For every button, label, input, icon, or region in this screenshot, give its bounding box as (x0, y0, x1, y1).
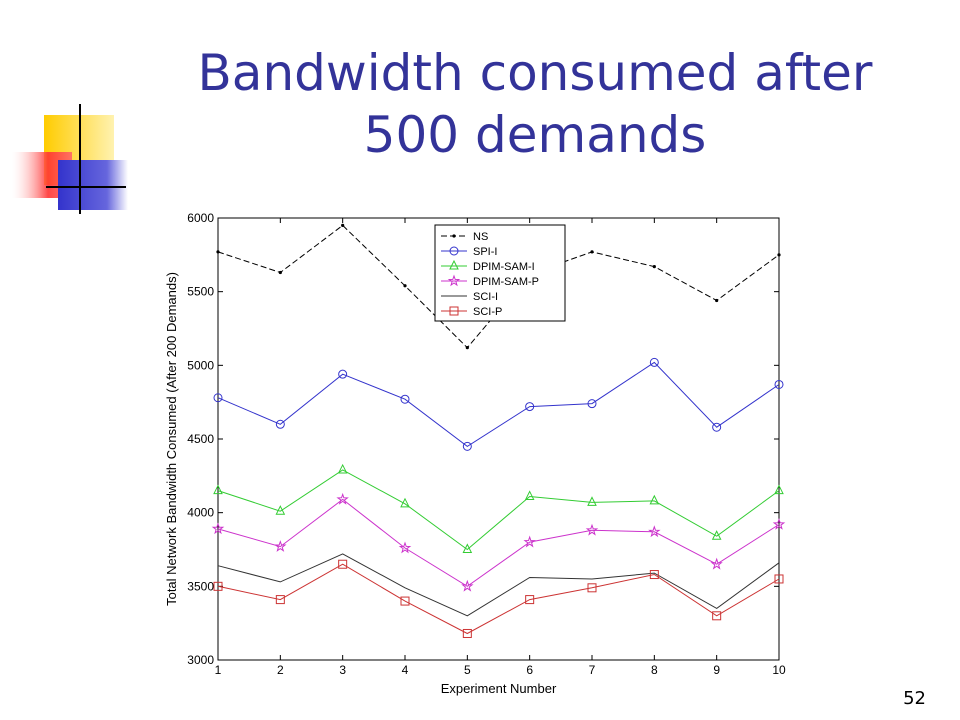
legend-box (434, 224, 566, 322)
slide-title-line-1: Bandwidth consumed after (197, 44, 873, 102)
legend-marker-ns (452, 234, 456, 238)
decorative-logo (0, 0, 140, 230)
legend-label-dpim-sam-i: DPIM-SAM-I (473, 261, 535, 273)
y-tick-label: 5500 (187, 285, 214, 299)
series-line-sci-p (217, 563, 780, 635)
data-point-dpim-sam-p (461, 579, 474, 592)
data-point-ns (652, 265, 656, 269)
data-point-dpim-sam-p (710, 557, 723, 570)
y-tick-label: 3500 (187, 579, 214, 593)
data-point-sci-p (213, 581, 223, 591)
data-point-ns (465, 346, 469, 350)
data-point-sci-p (774, 574, 784, 584)
x-tick-label: 4 (402, 663, 409, 677)
data-point-dpim-sam-p (523, 535, 536, 548)
data-point-spi-i (213, 393, 223, 403)
series-line-spi-i (217, 361, 780, 448)
data-point-dpim-sam-i (649, 494, 660, 505)
data-point-dpim-sam-i (337, 463, 348, 474)
x-tick-label: 2 (277, 663, 284, 677)
x-axis-label: Experiment Number (441, 681, 557, 696)
x-tick-label: 9 (713, 663, 720, 677)
series-line-ns (217, 224, 780, 349)
data-point-sci-p (462, 628, 472, 638)
x-tick-label: 6 (526, 663, 533, 677)
y-tick-label: 6000 (187, 211, 214, 225)
series-line-dpim-sam-p (217, 498, 780, 587)
data-point-spi-i (587, 399, 597, 409)
legend-marker-spi-i (449, 246, 459, 256)
x-tick-label: 10 (772, 663, 786, 677)
legend-marker-dpim-sam-p (447, 274, 461, 287)
data-point-sci-p (649, 570, 659, 580)
data-point-spi-i (338, 369, 348, 379)
data-point-ns (590, 250, 594, 254)
y-tick-label: 4500 (187, 432, 214, 446)
data-point-sci-p (400, 596, 410, 606)
data-point-dpim-sam-i (774, 484, 784, 495)
data-point-sci-p (525, 595, 535, 605)
y-tick-label: 4000 (187, 506, 214, 520)
data-point-sci-p (338, 559, 348, 569)
legend-label-sci-i: SCI-I (473, 291, 498, 303)
data-point-spi-i (400, 394, 410, 404)
legend-marker-dpim-sam-i (449, 259, 459, 270)
legend-label-ns: NS (473, 231, 488, 243)
slide-title: Bandwidth consumed after 500 demands (150, 42, 920, 166)
data-point-ns (777, 253, 781, 257)
x-tick-label: 7 (589, 663, 596, 677)
page-number: 52 (903, 688, 926, 709)
legend-label-spi-i: SPI-I (473, 246, 497, 258)
data-point-dpim-sam-i (275, 505, 286, 515)
data-point-ns (403, 284, 407, 288)
data-point-dpim-sam-i (524, 490, 535, 500)
legend-marker-sci-p (449, 306, 459, 316)
line-chart: 1 2 3 4 5 6 7 8 9 10 3000 3500 4000 4500 5000 5500 6000 E… (164, 211, 786, 696)
x-tick-label: 8 (651, 663, 658, 677)
data-point-dpim-sam-i (587, 496, 597, 506)
y-tick-label: 3000 (187, 653, 214, 667)
data-point-spi-i (525, 402, 535, 412)
data-point-dpim-sam-i (213, 484, 223, 495)
series-line-dpim-sam-i (217, 469, 780, 551)
data-point-ns (715, 298, 719, 303)
data-point-sci-p (587, 583, 597, 593)
x-tick-label: 5 (464, 663, 471, 677)
data-point-spi-i (774, 379, 784, 389)
series-line-sci-i (217, 553, 780, 617)
data-point-dpim-sam-p (398, 541, 412, 554)
data-point-dpim-sam-i (711, 530, 722, 540)
y-tick-label: 5000 (187, 358, 214, 372)
x-tick-label: 1 (215, 663, 222, 677)
legend-label-sci-p: SCI-P (473, 306, 502, 318)
data-point-dpim-sam-p (211, 522, 225, 535)
data-point-spi-i (712, 422, 722, 432)
data-point-sci-p (712, 611, 722, 621)
data-point-ns (216, 250, 220, 254)
data-point-dpim-sam-p (274, 540, 287, 552)
data-point-spi-i (275, 419, 285, 429)
legend-label-dpim-sam-p: DPIM-SAM-P (473, 276, 539, 288)
data-point-dpim-sam-p (648, 525, 661, 538)
y-axis-label: Total Network Bandwidth Consumed (After … (164, 272, 179, 606)
data-point-spi-i (649, 357, 659, 367)
data-point-dpim-sam-p (336, 492, 349, 505)
slide-title-line-2: 500 demands (363, 106, 707, 164)
x-tick-label: 3 (339, 663, 346, 677)
data-point-dpim-sam-i (400, 497, 410, 508)
data-point-sci-p (275, 595, 285, 605)
data-point-ns (341, 223, 345, 227)
data-point-ns (278, 270, 282, 275)
data-point-dpim-sam-p (585, 523, 599, 536)
data-point-spi-i (462, 441, 472, 451)
data-point-dpim-sam-i (462, 543, 473, 553)
data-point-dpim-sam-p (772, 518, 786, 530)
